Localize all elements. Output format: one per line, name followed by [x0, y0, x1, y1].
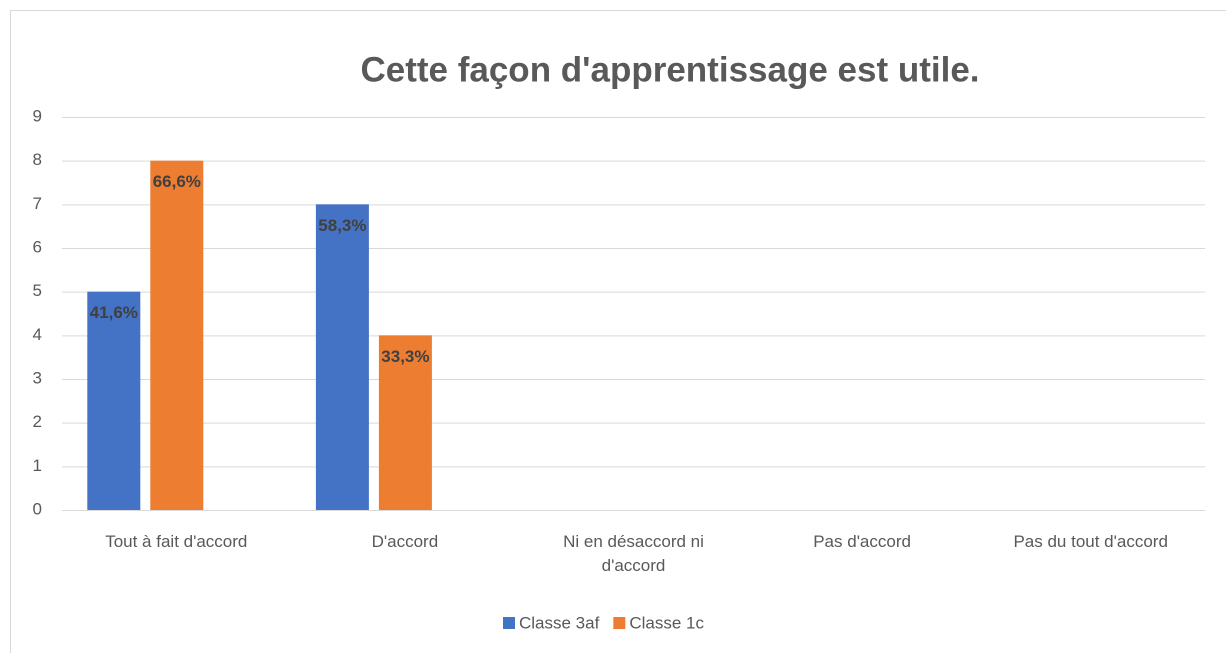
data-label: 58,3% [318, 216, 366, 235]
y-tick-label: 9 [33, 106, 42, 125]
legend-label: Classe 1c [629, 613, 704, 632]
x-tick-label: D'accord [371, 532, 439, 551]
y-tick-label: 7 [33, 194, 42, 213]
bar [87, 291, 141, 510]
y-tick-label: 3 [33, 368, 42, 387]
data-label: 33,3% [381, 347, 429, 366]
bar [150, 160, 204, 510]
y-tick-label: 4 [33, 325, 42, 344]
y-tick-label: 6 [33, 237, 42, 256]
data-label: 41,6% [90, 303, 138, 322]
legend-label: Classe 3af [519, 613, 600, 632]
chart-title: Cette façon d'apprentissage est utile. [360, 50, 979, 89]
x-tick-label: Tout à fait d'accord [105, 532, 248, 551]
y-tick-label: 0 [33, 499, 42, 518]
chart-border [10, 10, 1226, 653]
x-tick-label: Pas du tout d'accord [1013, 532, 1168, 551]
bar [315, 204, 369, 511]
y-tick-label: 1 [33, 456, 42, 475]
legend-swatch [503, 617, 515, 629]
bar [378, 335, 432, 510]
y-tick-label: 2 [33, 412, 42, 431]
x-tick-label: Ni en désaccord ni d'accord [563, 532, 704, 575]
x-tick-label: Pas d'accord [813, 532, 911, 551]
data-label: 66,6% [153, 172, 201, 191]
y-tick-label: 5 [33, 281, 42, 300]
legend-swatch [613, 617, 626, 629]
y-tick-label: 8 [33, 150, 42, 169]
